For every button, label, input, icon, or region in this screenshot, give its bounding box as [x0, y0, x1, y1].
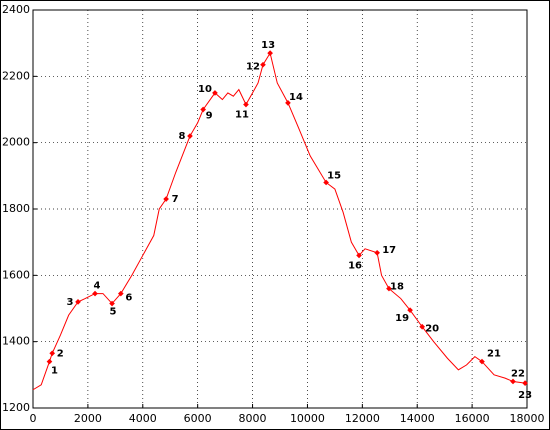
point-marker: [187, 133, 193, 139]
point-label: 6: [125, 293, 132, 304]
point-marker: [419, 323, 425, 330]
x-tick-label: 4000: [129, 412, 157, 425]
point-label: 7: [172, 194, 179, 205]
point-label: 8: [178, 131, 185, 142]
point-marker: [75, 299, 81, 305]
point-label: 18: [390, 282, 404, 293]
point-marker: [117, 290, 124, 297]
point-marker: [479, 358, 485, 365]
x-tick-label: 12000: [345, 412, 380, 425]
x-tick-label: 14000: [400, 412, 435, 425]
point-marker: [374, 249, 380, 256]
point-label: 9: [206, 111, 213, 122]
point-label: 16: [348, 260, 362, 271]
x-tick-label: 2000: [74, 412, 102, 425]
point-marker: [356, 252, 362, 259]
point-label: 20: [425, 324, 439, 335]
x-tick-label: 8000: [239, 412, 267, 425]
plot-area: [32, 9, 528, 409]
point-label: 11: [235, 110, 249, 121]
y-tick-label: 2400: [2, 3, 30, 16]
point-label: 21: [487, 349, 501, 360]
point-marker: [522, 380, 528, 386]
x-tick-label: 18000: [510, 412, 545, 425]
x-tick-label: 16000: [455, 412, 490, 425]
point-marker: [109, 300, 115, 307]
y-tick-label: 2200: [2, 69, 30, 82]
y-tick-label: 1400: [2, 335, 30, 348]
point-marker: [212, 90, 218, 96]
point-label: 22: [511, 368, 525, 379]
point-marker: [386, 285, 392, 292]
point-label: 14: [289, 92, 303, 103]
point-marker: [92, 290, 98, 297]
y-tick-label: 1600: [2, 268, 30, 281]
line: [32, 51, 526, 391]
point-label: 19: [395, 313, 409, 324]
point-label: 5: [110, 307, 117, 318]
point-marker: [323, 179, 329, 186]
point-marker: [510, 378, 516, 385]
point-label: 15: [327, 170, 341, 181]
x-tick-label: 0: [30, 412, 37, 425]
y-tick-label: 2000: [2, 136, 30, 149]
point-label: 17: [382, 245, 396, 256]
point-label: 12: [246, 62, 260, 73]
x-tick-label: 10000: [290, 412, 325, 425]
y-tick-label: 1200: [2, 401, 30, 414]
y-tick-label: 1800: [2, 202, 30, 215]
point-label: 23: [518, 390, 532, 401]
point-marker: [200, 106, 206, 113]
point-marker: [163, 196, 169, 202]
point-marker: [407, 307, 413, 313]
point-marker: [243, 101, 249, 108]
point-label: 13: [261, 40, 275, 51]
point-marker: [285, 100, 291, 106]
point-label: 2: [57, 348, 64, 359]
point-label: 4: [94, 281, 101, 292]
point-label: 3: [67, 297, 74, 308]
x-tick-label: 6000: [184, 412, 212, 425]
point-label: 10: [198, 84, 212, 95]
point-label: 1: [51, 366, 58, 377]
